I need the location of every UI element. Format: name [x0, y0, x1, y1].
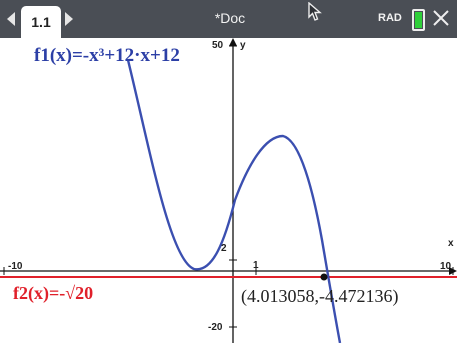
x-axis-name: x [448, 238, 454, 249]
y-max-label: 50 [212, 40, 223, 51]
intersection-coordinates[interactable]: (4.013058,-4.472136) [241, 286, 398, 307]
f2-function-label[interactable]: f2(x)=-√20 [13, 283, 93, 304]
y-axis-arrow [229, 38, 237, 46]
chevron-right-icon[interactable] [65, 12, 73, 26]
chevron-left-icon[interactable] [7, 12, 15, 26]
angle-mode-indicator: RAD [378, 12, 402, 24]
intersection-point[interactable] [321, 274, 328, 281]
battery-icon [412, 9, 425, 31]
y-axis-name: y [240, 40, 246, 51]
x-max-label: 10 [440, 261, 451, 272]
title-bar: 1.1 *Doc RAD [0, 0, 457, 38]
mouse-cursor-icon [308, 2, 322, 22]
document-title: *Doc [200, 10, 260, 26]
y-unit-label: 2 [221, 243, 227, 254]
close-icon[interactable] [432, 9, 450, 27]
y-min-label: -20 [208, 322, 222, 333]
x-unit-label: 1 [253, 260, 259, 271]
f1-function-label[interactable]: f1(x)=-x³+12·x+12 [34, 45, 180, 67]
x-min-label: -10 [8, 261, 22, 272]
page-tab[interactable]: 1.1 [21, 6, 61, 38]
